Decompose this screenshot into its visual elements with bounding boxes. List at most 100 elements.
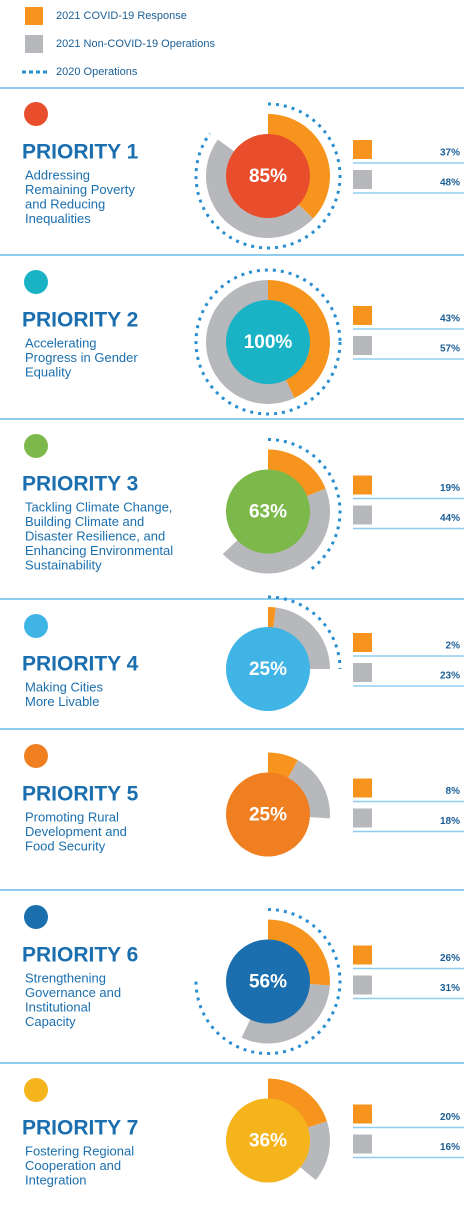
priority-icon: [24, 434, 48, 458]
priority-title: PRIORITY 6: [22, 944, 138, 967]
center-label: 85%: [249, 166, 287, 187]
donut-segment: [268, 607, 276, 630]
priority-description: Addressing: [25, 167, 90, 182]
priority-description: Disaster Resilience, and: [25, 528, 165, 543]
center-circle: [226, 1098, 310, 1183]
value-label: 23%: [440, 671, 460, 682]
value-label: 18%: [440, 816, 460, 827]
priority-description: Capacity: [25, 1014, 76, 1029]
center-label: 100%: [244, 332, 293, 353]
ops-2020-arc: [194, 908, 342, 1055]
value-label: 57%: [440, 344, 460, 355]
priority-description: Governance and: [25, 985, 121, 1000]
ops-2020-arc: [267, 438, 342, 571]
value-label: 43%: [440, 314, 460, 325]
legend-swatch: [353, 140, 372, 159]
priority-icon: [24, 744, 48, 768]
priority-icon: [24, 270, 48, 294]
value-label: 31%: [440, 983, 460, 994]
priority-description: Building Climate and: [25, 514, 144, 529]
priority-description: More Livable: [25, 694, 99, 709]
center-circle: [226, 134, 310, 218]
priority-description: Remaining Poverty: [25, 182, 135, 197]
donut-segment: [287, 760, 331, 819]
legend-swatch: [353, 306, 372, 325]
priority-title: PRIORITY 5: [22, 783, 139, 806]
priority-title: PRIORITY 4: [22, 653, 139, 676]
donut-segment: [273, 607, 330, 669]
center-label: 25%: [249, 805, 287, 826]
value-label: 37%: [440, 148, 460, 159]
priority-description: Strengthening: [25, 970, 106, 985]
priority-description: Making Cities: [25, 679, 104, 694]
value-label: 26%: [440, 953, 460, 964]
priority-description: Tackling Climate Change,: [25, 499, 172, 514]
priority-title: PRIORITY 7: [22, 1117, 138, 1140]
legend-swatch: [353, 975, 372, 995]
center-circle: [226, 300, 310, 384]
donut-segment: [222, 488, 330, 574]
priority-icon: [24, 614, 48, 638]
legend-swatch: [353, 475, 372, 495]
value-label: 19%: [440, 483, 460, 494]
legend-swatch: [353, 778, 372, 798]
legend-swatch: [353, 663, 372, 682]
legend-swatch: [353, 170, 372, 189]
legend-swatch: [353, 808, 372, 828]
legend-swatch: [353, 336, 372, 355]
donut-segment: [268, 1078, 327, 1129]
value-label: 20%: [440, 1112, 460, 1123]
legend-label: 2020 Operations: [56, 66, 138, 78]
center-circle: [226, 939, 310, 1024]
priority-title: PRIORITY 1: [22, 141, 139, 164]
value-label: 16%: [440, 1142, 460, 1153]
donut-segment: [268, 280, 330, 399]
center-label: 36%: [249, 1131, 287, 1152]
legend-swatch: [25, 35, 43, 53]
value-label: 48%: [440, 178, 460, 189]
priority-description: Inequalities: [25, 211, 91, 226]
priority-description: Accelerating: [25, 335, 97, 350]
priority-icon: [24, 1078, 48, 1102]
center-label: 63%: [249, 502, 287, 523]
legend-swatch: [353, 633, 372, 652]
priority-description: Fostering Regional: [25, 1143, 134, 1158]
donut-segment: [241, 984, 330, 1044]
donut-segment: [268, 449, 326, 497]
legend-swatch: [353, 505, 372, 525]
priority-description: Integration: [25, 1172, 86, 1187]
legend-swatch: [353, 1104, 372, 1124]
ops-2020-arc: [194, 268, 342, 416]
priority-description: Enhancing Environmental: [25, 543, 173, 558]
donut-segment: [298, 1121, 331, 1181]
center-circle: [226, 627, 310, 711]
value-label: 8%: [446, 786, 461, 797]
donut-segment: [268, 919, 330, 986]
center-label: 25%: [249, 659, 287, 680]
priority-description: Development and: [25, 824, 127, 839]
donut-segment: [268, 752, 298, 780]
priority-description: Promoting Rural: [25, 809, 119, 824]
priority-description: Progress in Gender: [25, 350, 138, 365]
ops-2020-arc: [267, 595, 342, 670]
priority-description: and Reducing: [25, 196, 105, 211]
priority-description: Equality: [25, 364, 72, 379]
legend-label: 2021 Non-COVID-19 Operations: [56, 38, 215, 50]
priority-title: PRIORITY 2: [22, 309, 138, 332]
value-label: 44%: [440, 513, 460, 524]
legend-label: 2021 COVID-19 Response: [56, 10, 187, 22]
priority-description: Institutional: [25, 999, 91, 1014]
donut-segment: [268, 114, 330, 219]
priority-icon: [24, 905, 48, 929]
priority-icon: [24, 102, 48, 126]
donut-segment: [205, 280, 295, 405]
value-label: 2%: [446, 641, 461, 652]
center-label: 56%: [249, 972, 287, 993]
legend-swatch: [353, 945, 372, 965]
legend-swatch: [353, 1134, 372, 1154]
priority-description: Sustainability: [25, 557, 102, 572]
priority-title: PRIORITY 3: [22, 473, 138, 496]
priority-description: Cooperation and: [25, 1158, 121, 1173]
center-circle: [226, 772, 310, 857]
